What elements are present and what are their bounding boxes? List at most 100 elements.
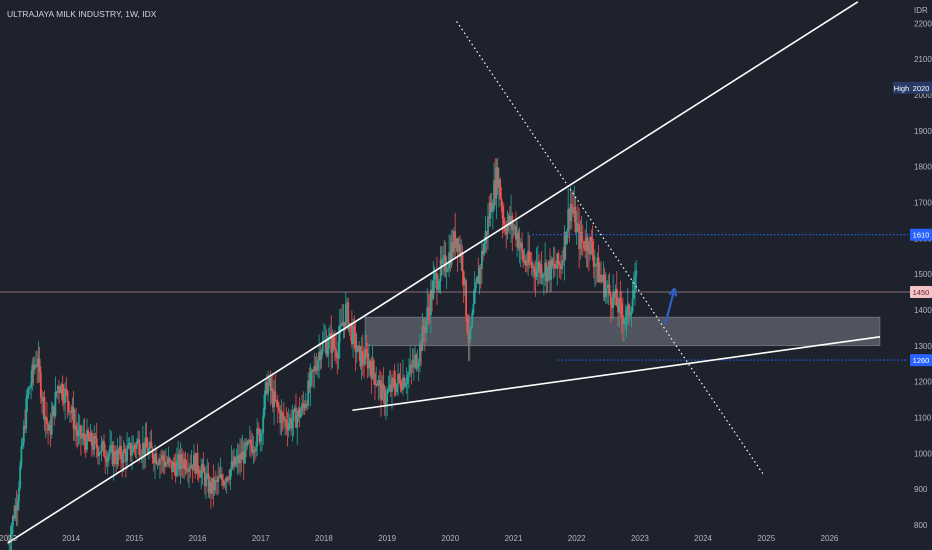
candle-body[interactable]: [269, 378, 272, 392]
candle-body[interactable]: [172, 462, 175, 472]
candle-body[interactable]: [231, 461, 234, 468]
candle-body[interactable]: [43, 396, 46, 421]
candle-body[interactable]: [94, 436, 97, 439]
candle-body[interactable]: [383, 390, 386, 407]
candle-body[interactable]: [247, 441, 250, 443]
candle-body[interactable]: [127, 445, 130, 449]
candle-body[interactable]: [563, 232, 566, 261]
candle-body[interactable]: [193, 455, 195, 471]
candle-body[interactable]: [303, 404, 306, 409]
candle-body[interactable]: [478, 267, 481, 284]
candle-body[interactable]: [451, 242, 454, 253]
candle-body[interactable]: [454, 231, 457, 249]
candle-body[interactable]: [491, 208, 494, 212]
candle-body[interactable]: [110, 444, 113, 446]
candle-body[interactable]: [19, 465, 22, 488]
candle-body[interactable]: [450, 242, 453, 266]
candle-body[interactable]: [37, 358, 40, 367]
candle-body[interactable]: [45, 417, 48, 424]
candle-body[interactable]: [566, 230, 568, 244]
candle-body[interactable]: [14, 505, 17, 519]
candle-body[interactable]: [404, 383, 407, 387]
candle-body[interactable]: [597, 257, 600, 283]
candle-body[interactable]: [126, 448, 128, 462]
candle-body[interactable]: [528, 250, 531, 263]
candle-body[interactable]: [398, 374, 401, 379]
candle-body[interactable]: [594, 264, 596, 267]
candle-body[interactable]: [558, 264, 561, 266]
candle-body[interactable]: [552, 263, 555, 267]
candle-body[interactable]: [222, 479, 224, 486]
candle-body[interactable]: [81, 436, 84, 439]
candle-body[interactable]: [302, 403, 305, 405]
candle-body[interactable]: [207, 473, 210, 493]
candle-body[interactable]: [75, 425, 77, 431]
candle-body[interactable]: [542, 274, 545, 277]
candle-body[interactable]: [436, 273, 438, 291]
candle-body[interactable]: [389, 384, 392, 392]
candle-body[interactable]: [201, 464, 204, 470]
candle-body[interactable]: [122, 449, 125, 463]
candle-body[interactable]: [465, 280, 468, 318]
candle-body[interactable]: [391, 377, 393, 392]
candle-body[interactable]: [412, 359, 415, 368]
candle-body[interactable]: [25, 398, 28, 429]
candle-body[interactable]: [11, 515, 14, 527]
candle-body[interactable]: [519, 242, 522, 247]
candle-body[interactable]: [577, 223, 579, 225]
candle-body[interactable]: [592, 255, 595, 267]
candle-body[interactable]: [507, 215, 510, 224]
candle-body[interactable]: [90, 432, 93, 446]
candle-body[interactable]: [575, 223, 578, 232]
candle-body[interactable]: [611, 305, 613, 309]
candle-body[interactable]: [405, 383, 408, 385]
candle-body[interactable]: [567, 208, 570, 231]
candle-body[interactable]: [556, 253, 559, 269]
candle-body[interactable]: [161, 455, 164, 459]
candle-body[interactable]: [101, 441, 104, 444]
candle-body[interactable]: [353, 325, 356, 332]
candle-body[interactable]: [329, 333, 331, 338]
candle-body[interactable]: [107, 453, 110, 456]
candle-body[interactable]: [279, 410, 282, 424]
candle-body[interactable]: [49, 425, 52, 435]
candle-body[interactable]: [55, 391, 58, 393]
candle-body[interactable]: [524, 260, 527, 266]
candle-body[interactable]: [120, 445, 122, 459]
candle-body[interactable]: [103, 441, 105, 457]
candle-body[interactable]: [166, 463, 169, 464]
candle-body[interactable]: [544, 262, 547, 275]
candle-body[interactable]: [84, 440, 87, 450]
candle-body[interactable]: [455, 238, 458, 249]
candle-body[interactable]: [219, 474, 222, 478]
candle-body[interactable]: [80, 425, 82, 439]
candle-body[interactable]: [282, 416, 285, 421]
candle-body[interactable]: [330, 333, 333, 353]
candle-body[interactable]: [47, 423, 50, 431]
candle-body[interactable]: [421, 325, 424, 351]
candle-body[interactable]: [162, 455, 165, 461]
candle-body[interactable]: [530, 262, 533, 268]
candle-body[interactable]: [235, 459, 238, 465]
candle-body[interactable]: [559, 264, 562, 270]
candle-body[interactable]: [285, 419, 288, 426]
candle-body[interactable]: [462, 271, 465, 285]
candle-body[interactable]: [169, 460, 172, 462]
candle-body[interactable]: [589, 236, 591, 254]
candle-body[interactable]: [416, 366, 419, 369]
candle-body[interactable]: [494, 180, 497, 199]
candle-body[interactable]: [267, 382, 269, 394]
candle-body[interactable]: [487, 216, 489, 236]
candle-body[interactable]: [608, 284, 611, 294]
candle-body[interactable]: [149, 441, 152, 448]
candle-body[interactable]: [189, 466, 192, 468]
candle-body[interactable]: [580, 232, 583, 241]
candle-body[interactable]: [541, 276, 544, 278]
candle-body[interactable]: [183, 458, 186, 469]
candle-body[interactable]: [584, 247, 587, 251]
candle-body[interactable]: [227, 477, 229, 480]
candle-body[interactable]: [438, 281, 441, 288]
candle-body[interactable]: [135, 441, 138, 449]
candle-body[interactable]: [564, 232, 567, 244]
candle-body[interactable]: [496, 167, 499, 188]
